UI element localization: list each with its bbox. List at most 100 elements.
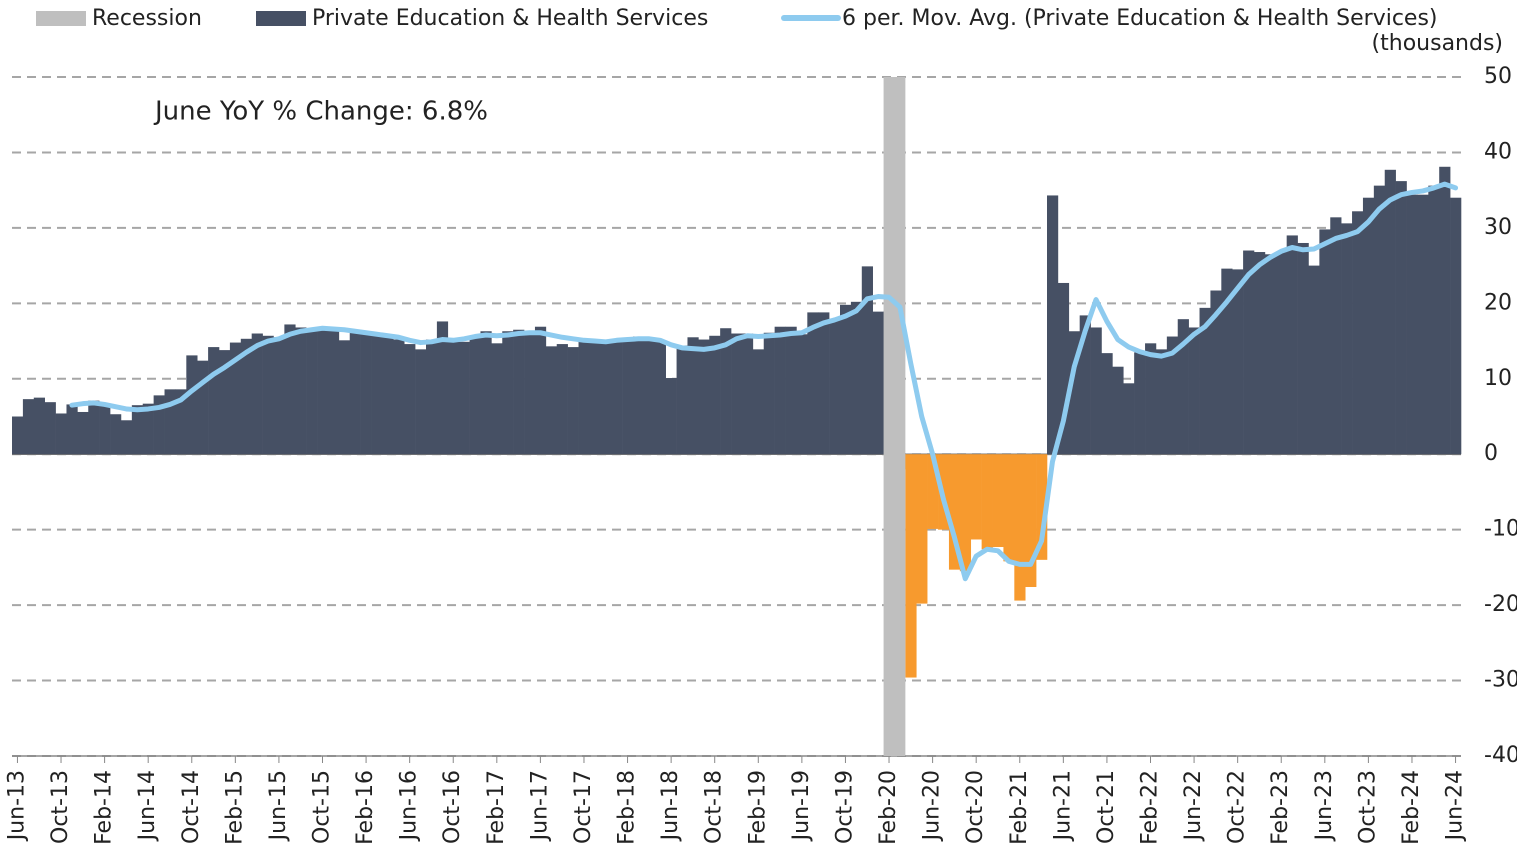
bar bbox=[1003, 454, 1015, 562]
x-tick-label: Oct-16 bbox=[440, 770, 465, 844]
bar bbox=[861, 266, 873, 455]
bar bbox=[382, 335, 394, 455]
bar bbox=[840, 304, 852, 455]
bar bbox=[513, 329, 525, 455]
x-tick-label: Oct-14 bbox=[179, 770, 204, 844]
x-tick-label: Feb-16 bbox=[353, 770, 378, 845]
recession-band bbox=[883, 77, 906, 756]
bar bbox=[1177, 319, 1189, 455]
bar bbox=[676, 345, 688, 455]
bar bbox=[480, 331, 492, 455]
bar bbox=[1286, 235, 1298, 455]
bar bbox=[872, 311, 884, 455]
bar bbox=[1297, 242, 1309, 455]
bar bbox=[1068, 331, 1080, 455]
bar bbox=[774, 326, 786, 455]
x-tick-label: Jun-15 bbox=[266, 770, 291, 842]
bar bbox=[1308, 265, 1320, 455]
bar bbox=[1232, 269, 1244, 455]
bar bbox=[22, 399, 35, 455]
bar bbox=[622, 339, 634, 455]
bar bbox=[1057, 282, 1070, 455]
bar bbox=[219, 350, 231, 455]
x-tick-label: Jun-18 bbox=[658, 770, 683, 842]
bar bbox=[491, 343, 503, 455]
bar bbox=[1362, 197, 1375, 455]
x-tick-label: Oct-18 bbox=[702, 770, 727, 844]
bar bbox=[524, 333, 536, 455]
x-tick-label: Feb-23 bbox=[1268, 770, 1293, 845]
bar bbox=[731, 333, 743, 455]
bar bbox=[502, 331, 514, 455]
bar bbox=[763, 332, 775, 455]
bar bbox=[55, 413, 67, 455]
x-tick-label: Jun-20 bbox=[920, 770, 945, 842]
bar bbox=[1079, 315, 1091, 455]
bar bbox=[262, 335, 274, 455]
bar bbox=[687, 337, 699, 455]
x-tick-label: Oct-19 bbox=[832, 770, 857, 844]
legend-label: Private Education & Health Services bbox=[312, 6, 708, 31]
x-tick-label: Feb-24 bbox=[1399, 770, 1424, 845]
bar bbox=[1330, 217, 1342, 455]
bar bbox=[1188, 327, 1200, 455]
y-tick-label: 40 bbox=[1484, 139, 1512, 164]
x-tick-label: Oct-20 bbox=[963, 770, 988, 844]
bar bbox=[175, 389, 187, 455]
bar bbox=[1199, 307, 1211, 455]
bar bbox=[12, 416, 24, 455]
bar bbox=[153, 395, 165, 455]
bar bbox=[970, 454, 982, 540]
bar bbox=[393, 339, 405, 455]
bar bbox=[1134, 352, 1146, 455]
bar bbox=[741, 333, 754, 455]
x-tick-label: Jun-14 bbox=[135, 770, 160, 842]
legend-swatch-bars bbox=[256, 11, 306, 26]
bar bbox=[567, 347, 579, 455]
bar bbox=[1112, 366, 1124, 455]
y-unit: (thousands) bbox=[1372, 31, 1503, 56]
bar bbox=[633, 336, 645, 455]
x-tick-label: Jun-17 bbox=[527, 770, 552, 842]
bar bbox=[1101, 353, 1113, 455]
bar bbox=[1090, 327, 1102, 455]
bar bbox=[273, 337, 285, 455]
bar bbox=[1014, 454, 1026, 601]
bar bbox=[1450, 197, 1462, 455]
bar bbox=[1145, 343, 1157, 455]
bar bbox=[1373, 185, 1386, 455]
bar bbox=[1406, 194, 1418, 455]
bar bbox=[1254, 252, 1266, 455]
bar bbox=[338, 340, 351, 455]
x-tick-label: Jun-13 bbox=[4, 770, 29, 842]
bar bbox=[436, 321, 449, 455]
legend-label: Recession bbox=[92, 6, 202, 31]
annotation: June YoY % Change: 6.8% bbox=[153, 97, 488, 127]
y-tick-label: -30 bbox=[1484, 668, 1517, 693]
bar bbox=[1341, 223, 1353, 455]
moving-average-line bbox=[69, 181, 1459, 582]
x-tick-label: Jun-24 bbox=[1443, 770, 1468, 842]
y-tick-label: -20 bbox=[1484, 592, 1517, 617]
y-tick-label: 0 bbox=[1484, 441, 1498, 466]
y-tick-label: 10 bbox=[1484, 366, 1512, 391]
bar bbox=[251, 333, 263, 455]
bar bbox=[469, 337, 481, 455]
bar bbox=[916, 454, 928, 604]
x-tick-label: Jun-21 bbox=[1050, 770, 1075, 842]
bar bbox=[959, 454, 972, 572]
bar bbox=[404, 344, 416, 455]
bar bbox=[229, 342, 242, 455]
bar bbox=[1166, 336, 1179, 455]
bar bbox=[1025, 454, 1037, 588]
bar bbox=[992, 454, 1004, 548]
bar bbox=[927, 454, 939, 529]
bar bbox=[1417, 194, 1429, 455]
bar bbox=[99, 403, 111, 455]
bar bbox=[829, 319, 841, 455]
bar bbox=[611, 340, 623, 455]
bar bbox=[578, 338, 590, 455]
bar bbox=[981, 454, 993, 550]
bar bbox=[1123, 383, 1135, 455]
bar bbox=[709, 335, 721, 455]
